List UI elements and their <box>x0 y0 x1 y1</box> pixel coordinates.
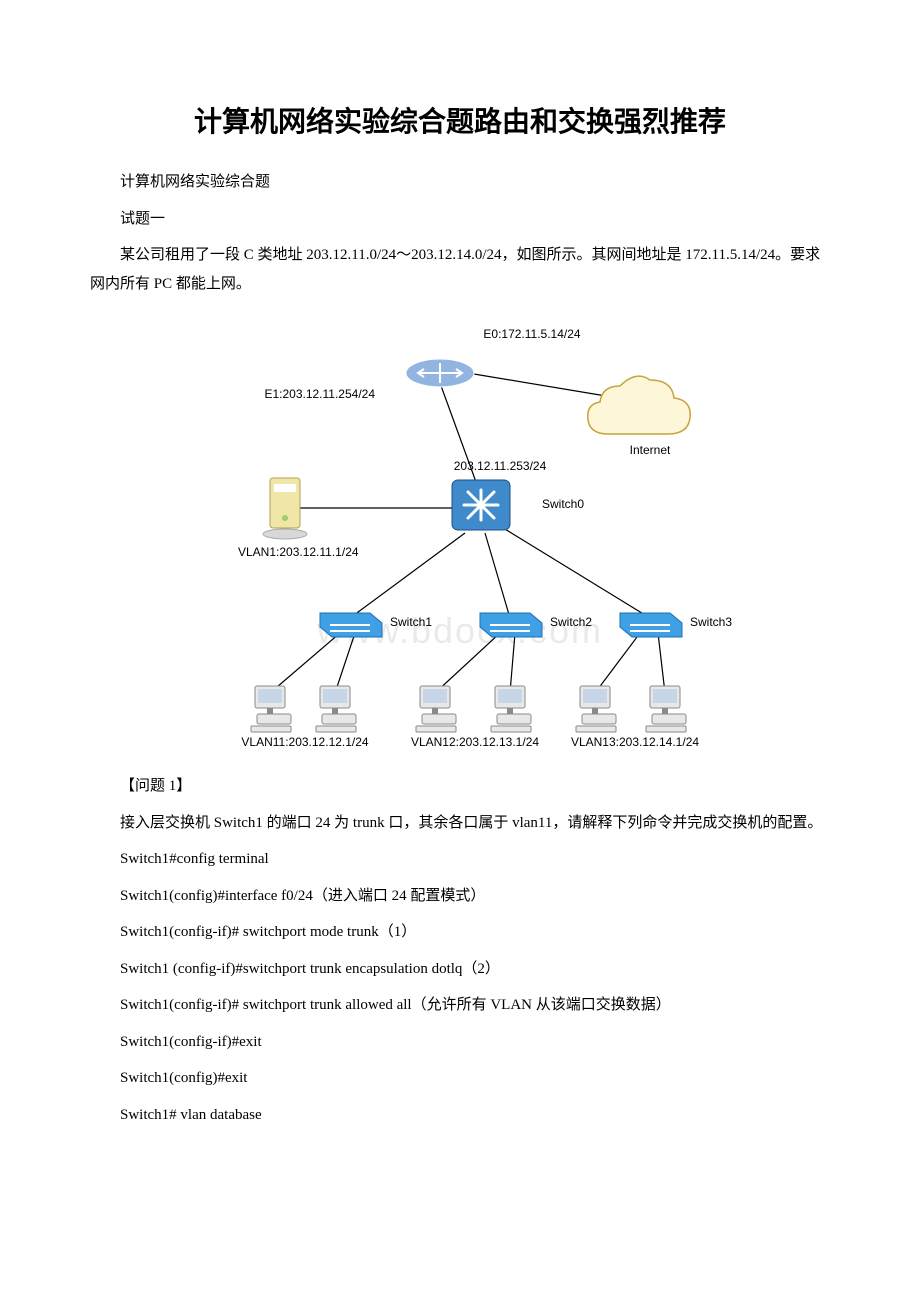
router-icon <box>406 359 474 387</box>
switch1-icon <box>320 613 382 637</box>
cli-line: Switch1#config terminal <box>90 845 830 874</box>
pc-icon <box>491 686 531 732</box>
cli-line: Switch1(config-if)# switchport mode trun… <box>90 918 830 947</box>
page-title: 计算机网络实验综合题路由和交换强烈推荐 <box>90 100 830 140</box>
network-diagram: www.bdocx.com Internet E0:172.11.5.14/24 <box>180 308 740 758</box>
internet-label: Internet <box>630 443 671 457</box>
switch2-label: Switch2 <box>550 615 592 629</box>
question1-heading: 【问题 1】 <box>90 772 830 801</box>
e1-label: E1:203.12.11.254/24 <box>264 387 375 401</box>
pc-icon <box>416 686 456 732</box>
cli-line: Switch1# vlan database <box>90 1101 830 1130</box>
vlan1-label: VLAN1:203.12.11.1/24 <box>238 545 359 559</box>
internet-cloud-icon <box>588 376 690 434</box>
layer3-switch-icon <box>452 480 510 530</box>
vlan13-label: VLAN13:203.12.14.1/24 <box>571 735 699 749</box>
question-description: 某公司租用了一段 C 类地址 203.12.11.0/24～203.12.14.… <box>90 241 830 298</box>
question1-description: 接入层交换机 Switch1 的端口 24 为 trunk 口，其余各口属于 v… <box>90 809 830 838</box>
vlan11-label: VLAN11:203.12.12.1/24 <box>241 735 369 749</box>
switch3-icon <box>620 613 682 637</box>
e0-label: E0:172.11.5.14/24 <box>483 327 581 341</box>
pc-icon <box>251 686 291 732</box>
question-number: 试题一 <box>90 205 830 234</box>
cli-line: Switch1(config-if)# switchport trunk all… <box>90 991 830 1020</box>
pc-row <box>251 686 686 732</box>
server-icon <box>263 478 307 539</box>
pc-icon <box>646 686 686 732</box>
pc-icon <box>316 686 356 732</box>
pc-icon <box>576 686 616 732</box>
cli-line: Switch1 (config-if)#switchport trunk enc… <box>90 955 830 984</box>
switch0-label: Switch0 <box>542 497 584 511</box>
cli-line: Switch1(config)#exit <box>90 1064 830 1093</box>
cli-line: Switch1(config-if)#exit <box>90 1028 830 1057</box>
subtitle-line: 计算机网络实验综合题 <box>90 168 830 197</box>
vlan12-label: VLAN12:203.12.13.1/24 <box>411 735 539 749</box>
switch1-label: Switch1 <box>390 615 432 629</box>
sw0-ip-label: 203.12.11.253/24 <box>454 459 547 473</box>
switch3-label: Switch3 <box>690 615 732 629</box>
cli-line: Switch1(config)#interface f0/24（进入端口 24 … <box>90 882 830 911</box>
switch2-icon <box>480 613 542 637</box>
